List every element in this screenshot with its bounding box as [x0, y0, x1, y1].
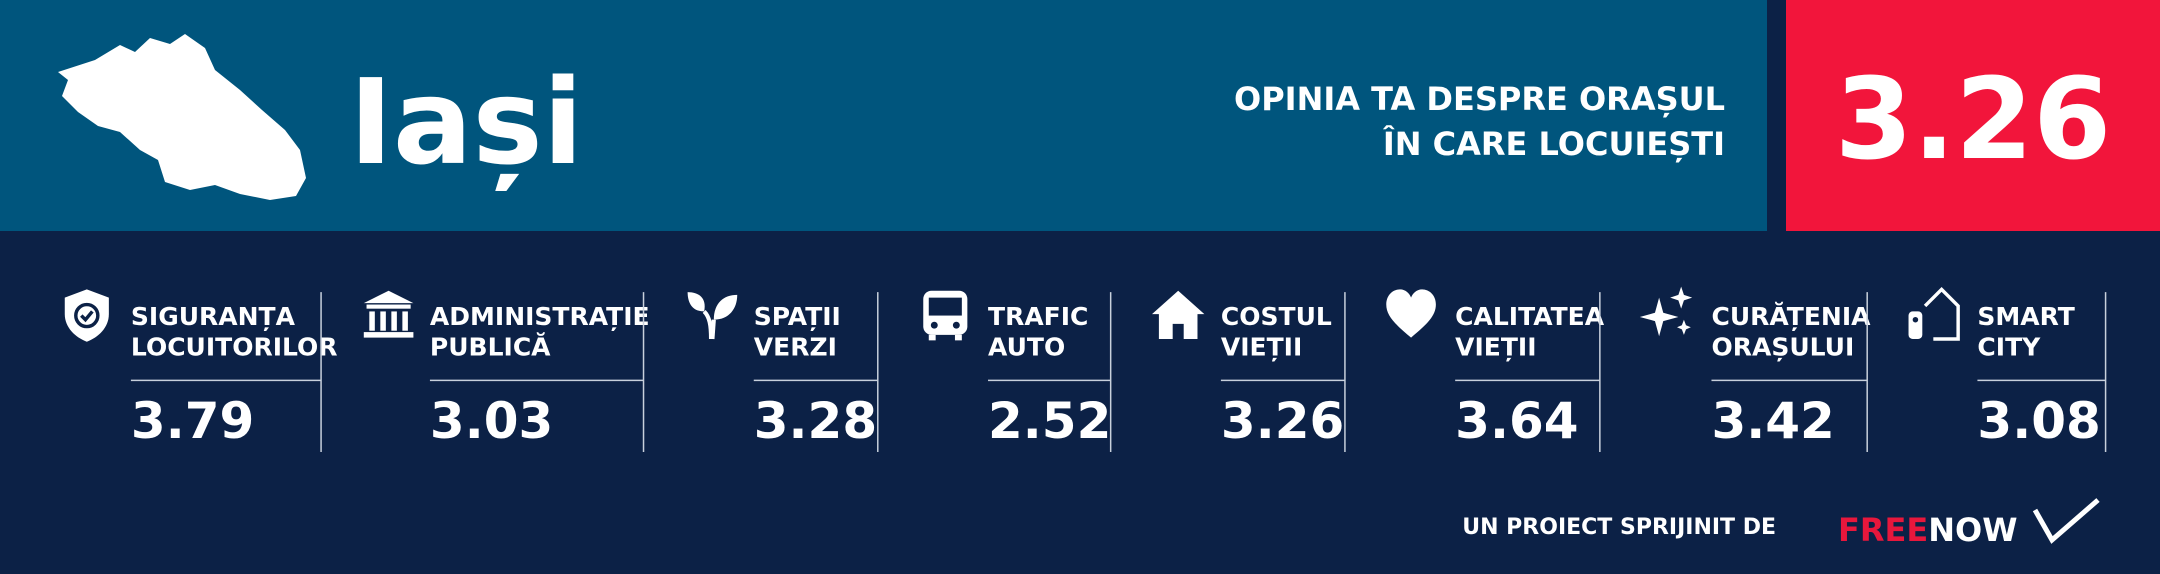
category-score: 3.79: [131, 392, 254, 450]
category-label: CITY: [1977, 333, 2041, 362]
icon-shape: [1639, 297, 1679, 337]
icon-shape: [402, 311, 408, 331]
category-icon: [1908, 286, 1960, 341]
logo: FREENOW: [1838, 511, 2018, 549]
category-label: SIGURANȚA: [131, 302, 296, 331]
icon-shape: [954, 334, 962, 341]
category-label: ADMINISTRAȚIE: [430, 302, 650, 331]
subtitle-line: ÎN CARE LOCUIEȘTI: [1383, 125, 1725, 163]
category-label: COSTUL: [1221, 302, 1332, 331]
icon-shape: [1152, 290, 1205, 339]
category-label: CALITATEA: [1455, 302, 1605, 331]
icon-shape: [363, 332, 414, 338]
icon-shape: [369, 311, 375, 331]
icon-shape: [710, 319, 716, 340]
category-score: 3.42: [1711, 392, 1834, 450]
category-score: 3.03: [430, 392, 553, 450]
footer-text: UN PROIECT SPRIJINIT DE: [1462, 515, 1776, 540]
icon-shape: [363, 290, 414, 304]
icon-shape: [1386, 289, 1436, 338]
score-box: [1786, 0, 2160, 231]
category-label: VIEȚII: [1221, 333, 1302, 362]
category-icon: [1639, 286, 1693, 337]
category-label: VIEȚII: [1455, 333, 1536, 362]
category-score: 3.08: [1977, 392, 2100, 450]
category-score: 3.64: [1455, 392, 1578, 450]
logo-now: NOW: [1928, 511, 2017, 549]
category-icon: [363, 290, 414, 338]
category-label: ORAȘULUI: [1711, 333, 1854, 362]
icon-shape: [1923, 286, 1960, 341]
icon-shape: [80, 310, 94, 323]
category-icon: [923, 290, 968, 341]
icon-shape: [928, 297, 962, 316]
category-label: AUTO: [988, 333, 1065, 362]
subtitle-line: OPINIA TA DESPRE ORAȘUL: [1234, 80, 1725, 118]
icon-shape: [687, 292, 705, 312]
category-icon: [64, 289, 109, 342]
category-label: TRAFIC: [988, 302, 1088, 331]
icon-shape: [952, 321, 960, 329]
category-icon: [1386, 289, 1436, 338]
category-label: SMART: [1977, 302, 2074, 331]
icon-shape: [930, 321, 938, 329]
icon-shape: [1908, 311, 1923, 339]
category-label: CURĂȚENIA: [1711, 301, 1871, 331]
city-title: Iași: [349, 53, 583, 191]
icon-shape: [366, 304, 411, 309]
category-label: LOCUITORILOR: [131, 333, 338, 362]
icon-shape: [380, 311, 386, 331]
icon-shape: [1677, 319, 1691, 335]
category-icon: [1152, 290, 1205, 339]
overall-score: 3.26: [1835, 55, 2111, 185]
category-score: 2.52: [988, 392, 1111, 450]
icon-shape: [391, 311, 397, 331]
category-icon: [687, 292, 738, 340]
icon-shape: [928, 334, 936, 341]
category-score: 3.26: [1221, 392, 1344, 450]
category-label: VERZI: [754, 333, 837, 362]
category-label: PUBLICĂ: [430, 332, 551, 362]
logo-free: FREE: [1838, 511, 1928, 549]
icon-shape: [1912, 316, 1919, 323]
icon-shape: [1670, 286, 1693, 309]
logo-check: [2032, 498, 2100, 544]
county-map: [58, 34, 306, 200]
category-label: SPAȚII: [754, 302, 841, 331]
icon-shape: [713, 294, 738, 320]
category-score: 3.28: [754, 392, 877, 450]
icon-shape: [74, 302, 100, 329]
